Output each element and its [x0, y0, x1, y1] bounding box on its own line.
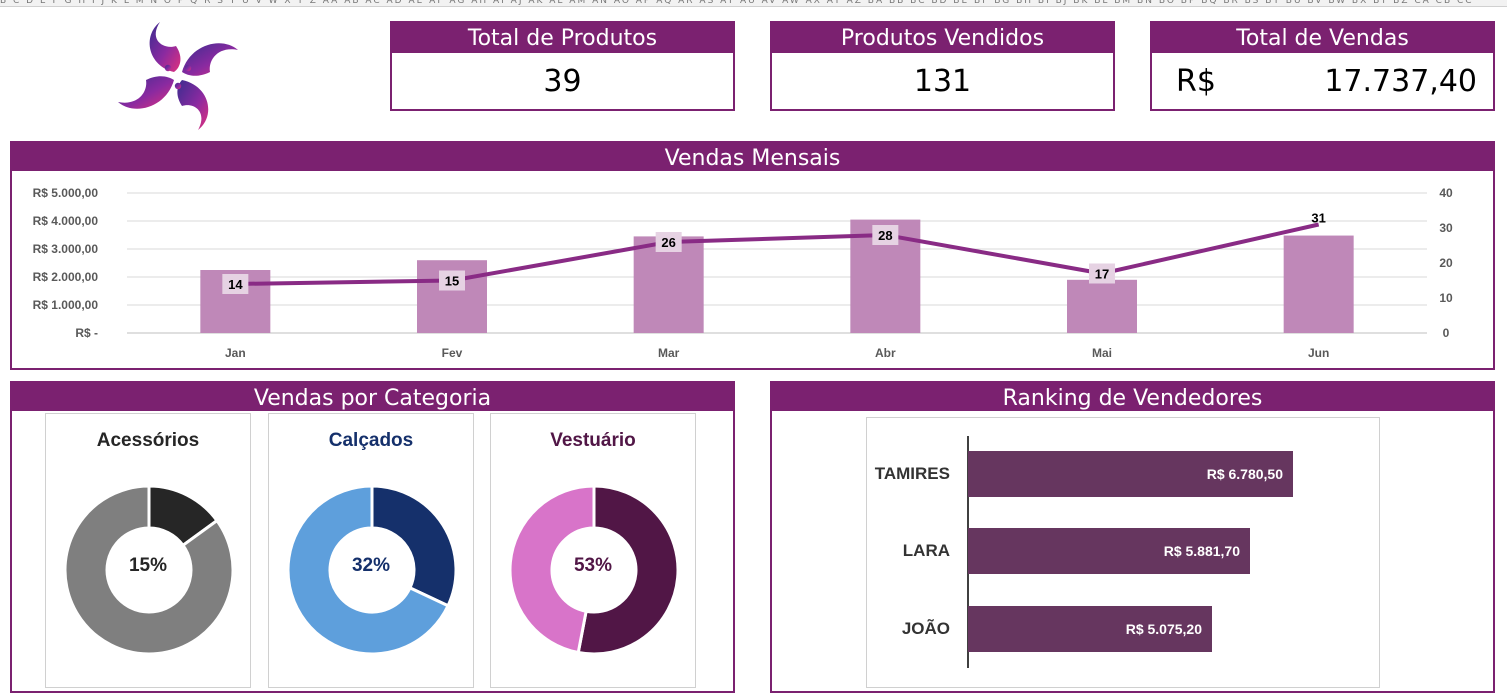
- kpi-value: 39: [543, 64, 582, 99]
- panel-title: Ranking de Vendedores: [772, 383, 1493, 411]
- card-vestuario: Vestuário 53%: [490, 413, 696, 688]
- x-tick: Abr: [875, 346, 896, 360]
- y-right-tick: 10: [1439, 291, 1453, 305]
- logo-icon: [118, 22, 238, 130]
- x-tick: Fev: [442, 346, 463, 360]
- kpi-title: Produtos Vendidos: [772, 23, 1113, 53]
- y-right-tick: 40: [1439, 186, 1453, 200]
- kpi-value: R$ 17.737,40: [1152, 53, 1493, 111]
- currency-symbol: R$: [1176, 64, 1216, 99]
- donut-slice: [63, 484, 235, 656]
- y-left-tick: R$ 4.000,00: [33, 214, 99, 228]
- ranking-bar: R$ 6.780,50: [968, 451, 1293, 497]
- donut-title: Vestuário: [550, 430, 636, 451]
- data-label-bg: [1089, 263, 1115, 284]
- y-right-tick: 30: [1439, 221, 1453, 235]
- logo: [14, 18, 354, 130]
- data-label: 15: [445, 274, 459, 289]
- ranking-bar: R$ 5.881,70: [968, 528, 1250, 574]
- donut-title: Acessórios: [96, 430, 200, 451]
- y-left-tick: R$ 1.000,00: [33, 298, 99, 312]
- ranking-label: LARA: [902, 541, 950, 560]
- y-right-tick: 0: [1443, 326, 1450, 340]
- donut-slice: [508, 484, 596, 655]
- kpi-value: 131: [913, 64, 972, 99]
- data-label: 26: [661, 235, 675, 250]
- kpi-produtos-vendidos: Produtos Vendidos 131: [770, 21, 1115, 111]
- bar-mark: [1283, 235, 1354, 333]
- kpi-total-produtos: Total de Produtos 39: [390, 21, 735, 111]
- y-left-tick: R$ 3.000,00: [33, 242, 99, 256]
- data-label-bg: [222, 274, 249, 294]
- data-label-bg: [439, 270, 465, 291]
- panel-title: Vendas Mensais: [12, 143, 1493, 171]
- monthly-chart: R$ - R$ 1.000,00 R$ 2.000,00 R$ 3.000,00 R$ …: [33, 186, 1453, 360]
- ranking-chart: TAMIRES LARA JOÃO R$ 6.780,50 R$ 5.881,7…: [866, 417, 1380, 688]
- data-label: 28: [878, 228, 892, 243]
- ranking-label: JOÃO: [901, 619, 950, 638]
- column-header-strip: B C D E F G H I J K L M N O P Q R S T U …: [0, 0, 1507, 7]
- card-calcados: Calçados 32%: [268, 413, 474, 688]
- ranking-label: TAMIRES: [874, 464, 950, 483]
- data-label-bg: [655, 232, 682, 252]
- kpi-title: Total de Produtos: [392, 23, 733, 53]
- kpi-total-vendas: Total de Vendas R$ 17.737,40: [1150, 21, 1495, 111]
- amount: 17.737,40: [1324, 64, 1477, 99]
- data-label: 14: [228, 277, 243, 292]
- x-tick: Jan: [225, 346, 246, 360]
- line-series: [235, 222, 1320, 286]
- donut-title: Calçados: [328, 430, 414, 451]
- donut-percent: 15%: [128, 555, 168, 576]
- panel-vendas-mensais: Vendas Mensais R$ - R$ 1.000,00 R$ 2.000,0…: [10, 141, 1495, 370]
- y-left-tick: R$ -: [75, 326, 98, 340]
- donut-percent: 53%: [573, 555, 613, 576]
- donut-percent: 32%: [351, 555, 391, 576]
- data-label: 17: [1095, 267, 1109, 282]
- x-tick: Mar: [658, 346, 680, 360]
- donut-acessorios: [63, 484, 235, 656]
- donut-slice: [286, 484, 451, 656]
- y-left-tick: R$ 5.000,00: [33, 186, 99, 200]
- donut-slice: [576, 484, 680, 656]
- bar-mark: [1067, 279, 1137, 333]
- donut-vestuario: [508, 484, 680, 656]
- data-label: 31: [1311, 211, 1325, 226]
- panel-title: Vendas por Categoria: [12, 383, 733, 411]
- y-left-tick: R$ 2.000,00: [33, 270, 99, 284]
- bar-mark: [633, 236, 704, 333]
- card-acessorios: Acessórios 15%: [45, 413, 251, 688]
- data-label-bg: [872, 225, 899, 245]
- ranking-bar: R$ 5.075,20: [968, 606, 1212, 652]
- donut-slice: [370, 484, 458, 608]
- kpi-title: Total de Vendas: [1152, 23, 1493, 53]
- x-tick: Mai: [1092, 346, 1112, 360]
- y-right-tick: 20: [1439, 256, 1453, 270]
- donut-calcados: [286, 484, 458, 656]
- x-tick: Jun: [1308, 346, 1329, 360]
